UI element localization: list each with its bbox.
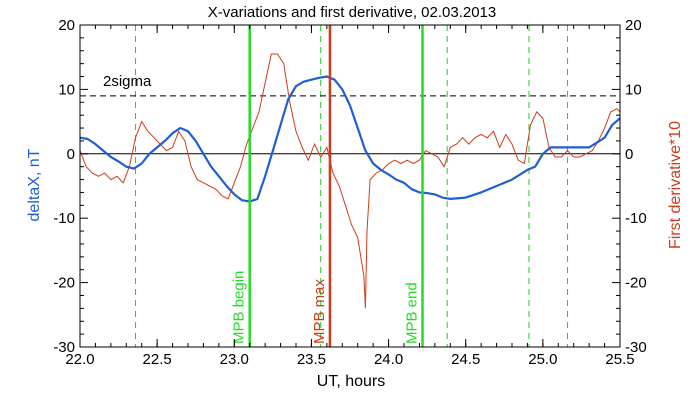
x-tick-label-6: 25.0 — [528, 351, 557, 368]
x-tick-label-5: 24.5 — [451, 351, 480, 368]
y-tick-label-left-3: 0 — [67, 146, 75, 163]
y-tick-label-right-4: 10 — [625, 81, 642, 98]
y-axis-label-right: First derivative*10 — [667, 121, 684, 249]
plot-layer: MPB begin MPB max MPB end 22.0 22.5 23.0 23.5 2… — [53, 17, 646, 368]
marker-label-2: MPB end — [404, 282, 421, 344]
y-tick-label-right-0: -30 — [625, 339, 647, 356]
series-derivative-line — [79, 53, 621, 309]
y-tick-label-left-0: -30 — [53, 339, 75, 356]
x-tick-label-0: 22.0 — [65, 351, 94, 368]
y-tick-label-right-1: -20 — [625, 275, 647, 292]
marker-label-1: MPB max — [311, 278, 328, 344]
y-tick-label-left-5: 20 — [58, 17, 75, 34]
x-tick-label-7: 25.5 — [605, 351, 634, 368]
x-tick-label-3: 23.5 — [297, 351, 326, 368]
y-tick-label-left-4: 10 — [58, 81, 75, 98]
x-axis-label: UT, hours — [317, 373, 385, 390]
threshold-label: 2sigma — [103, 73, 152, 90]
y-tick-label-right-5: 20 — [625, 17, 642, 34]
y-tick-label-right-2: -10 — [625, 210, 647, 227]
marker-label-0: MPB begin — [231, 271, 248, 344]
chart-title: X-variations and first derivative, 02.03… — [208, 4, 497, 21]
y-tick-label-left-2: -10 — [53, 210, 75, 227]
y-tick-label-right-3: 0 — [625, 146, 633, 163]
plot-frame — [79, 24, 621, 348]
x-tick-label-1: 22.5 — [143, 351, 172, 368]
y-axis-label-left: deltaX, nT — [26, 148, 43, 221]
x-tick-label-4: 24.0 — [374, 351, 403, 368]
y-tick-label-left-1: -20 — [53, 275, 75, 292]
x-tick-label-2: 23.0 — [220, 351, 249, 368]
series-deltax-line — [79, 75, 621, 203]
